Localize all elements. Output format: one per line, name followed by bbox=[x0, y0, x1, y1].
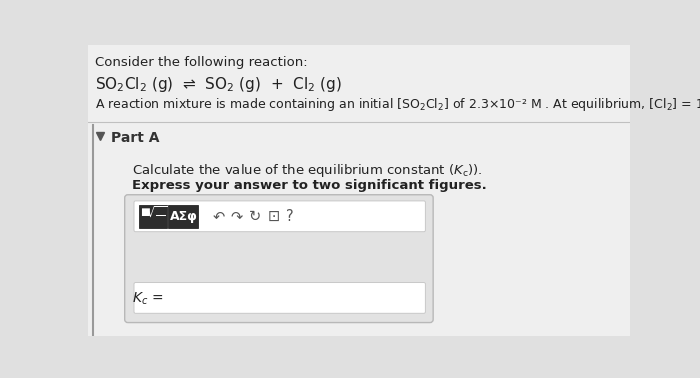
Text: ?: ? bbox=[286, 209, 293, 224]
Text: $\sqrt{\overline{\ \ }}$: $\sqrt{\overline{\ \ }}$ bbox=[146, 206, 167, 221]
Text: A reaction mixture is made containing an initial $[\mathrm{SO_2Cl_2}]$ of 2.3×10: A reaction mixture is made containing an… bbox=[95, 96, 700, 113]
Bar bbox=[168, 205, 197, 228]
Text: ↻: ↻ bbox=[248, 209, 261, 224]
Text: ■: ■ bbox=[140, 207, 150, 217]
Text: ↶: ↶ bbox=[213, 209, 225, 224]
Text: Consider the following reaction:: Consider the following reaction: bbox=[95, 56, 308, 69]
FancyBboxPatch shape bbox=[134, 282, 426, 313]
Text: $K_c$ =: $K_c$ = bbox=[132, 290, 164, 307]
Text: $\mathrm{SO_2Cl_2}$ (g)  ⇌  $\mathrm{SO_2}$ (g)  +  $\mathrm{Cl_2}$ (g): $\mathrm{SO_2Cl_2}$ (g) ⇌ $\mathrm{SO_2}… bbox=[95, 74, 342, 94]
Text: Calculate the value of the equilibrium constant ($K_\mathrm{c}$)).: Calculate the value of the equilibrium c… bbox=[132, 163, 483, 180]
Text: Part A: Part A bbox=[111, 131, 160, 145]
Text: Express your answer to two significant figures.: Express your answer to two significant f… bbox=[132, 179, 487, 192]
Text: ⊡: ⊡ bbox=[267, 209, 279, 224]
Text: ↷: ↷ bbox=[231, 209, 243, 224]
FancyBboxPatch shape bbox=[134, 201, 426, 232]
Text: AΣφ: AΣφ bbox=[169, 210, 197, 223]
Bar bbox=[139, 205, 167, 228]
FancyBboxPatch shape bbox=[125, 195, 433, 322]
